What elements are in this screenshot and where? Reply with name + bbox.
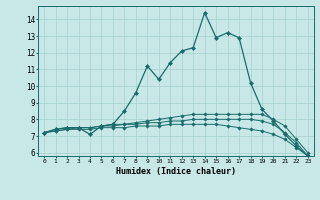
- X-axis label: Humidex (Indice chaleur): Humidex (Indice chaleur): [116, 167, 236, 176]
